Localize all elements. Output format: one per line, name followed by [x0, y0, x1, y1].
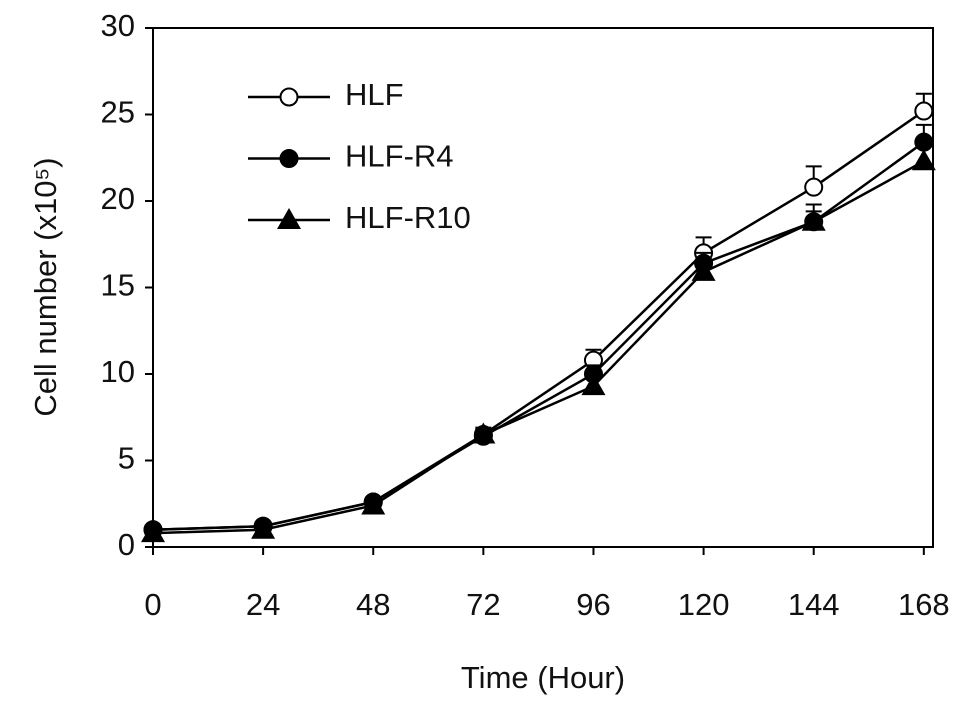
data-point [581, 374, 606, 396]
legend-marker [277, 208, 301, 229]
x-tick-label: 144 [788, 587, 840, 622]
x-tick-label: 0 [144, 587, 161, 622]
x-tick-label: 48 [356, 587, 390, 622]
data-point [691, 259, 716, 281]
x-axis-label: Time (Hour) [461, 660, 625, 695]
x-tick-label: 168 [898, 587, 950, 622]
y-tick-label: 15 [101, 268, 135, 303]
y-tick-label: 10 [101, 354, 135, 389]
legend-label: HLF-R4 [345, 139, 454, 174]
y-tick-label: 0 [118, 527, 135, 562]
legend-label: HLF [345, 77, 404, 112]
data-point [471, 422, 496, 444]
data-point [251, 517, 276, 539]
plot-frame [152, 27, 934, 548]
x-tick-label: 72 [466, 587, 500, 622]
data-point [911, 149, 936, 171]
y-tick-label: 20 [101, 181, 135, 216]
data-point [141, 521, 165, 543]
series-line [152, 141, 925, 531]
legend-marker [279, 87, 299, 107]
data-point [361, 493, 386, 515]
data-point [914, 101, 934, 121]
y-tick-label: 30 [101, 8, 135, 43]
x-tick-label: 120 [678, 587, 730, 622]
y-axis-label: Cell number (x10⁵) [28, 157, 63, 416]
series-line [152, 160, 925, 535]
y-tick-label: 25 [101, 95, 135, 130]
data-point [801, 209, 826, 231]
data-point [804, 177, 824, 197]
series-line [152, 110, 925, 531]
legend-marker [279, 149, 299, 168]
y-tick-label: 5 [118, 441, 135, 476]
x-tick-label: 96 [576, 587, 610, 622]
legend-label: HLF-R10 [345, 200, 471, 235]
x-tick-label: 24 [246, 587, 280, 622]
